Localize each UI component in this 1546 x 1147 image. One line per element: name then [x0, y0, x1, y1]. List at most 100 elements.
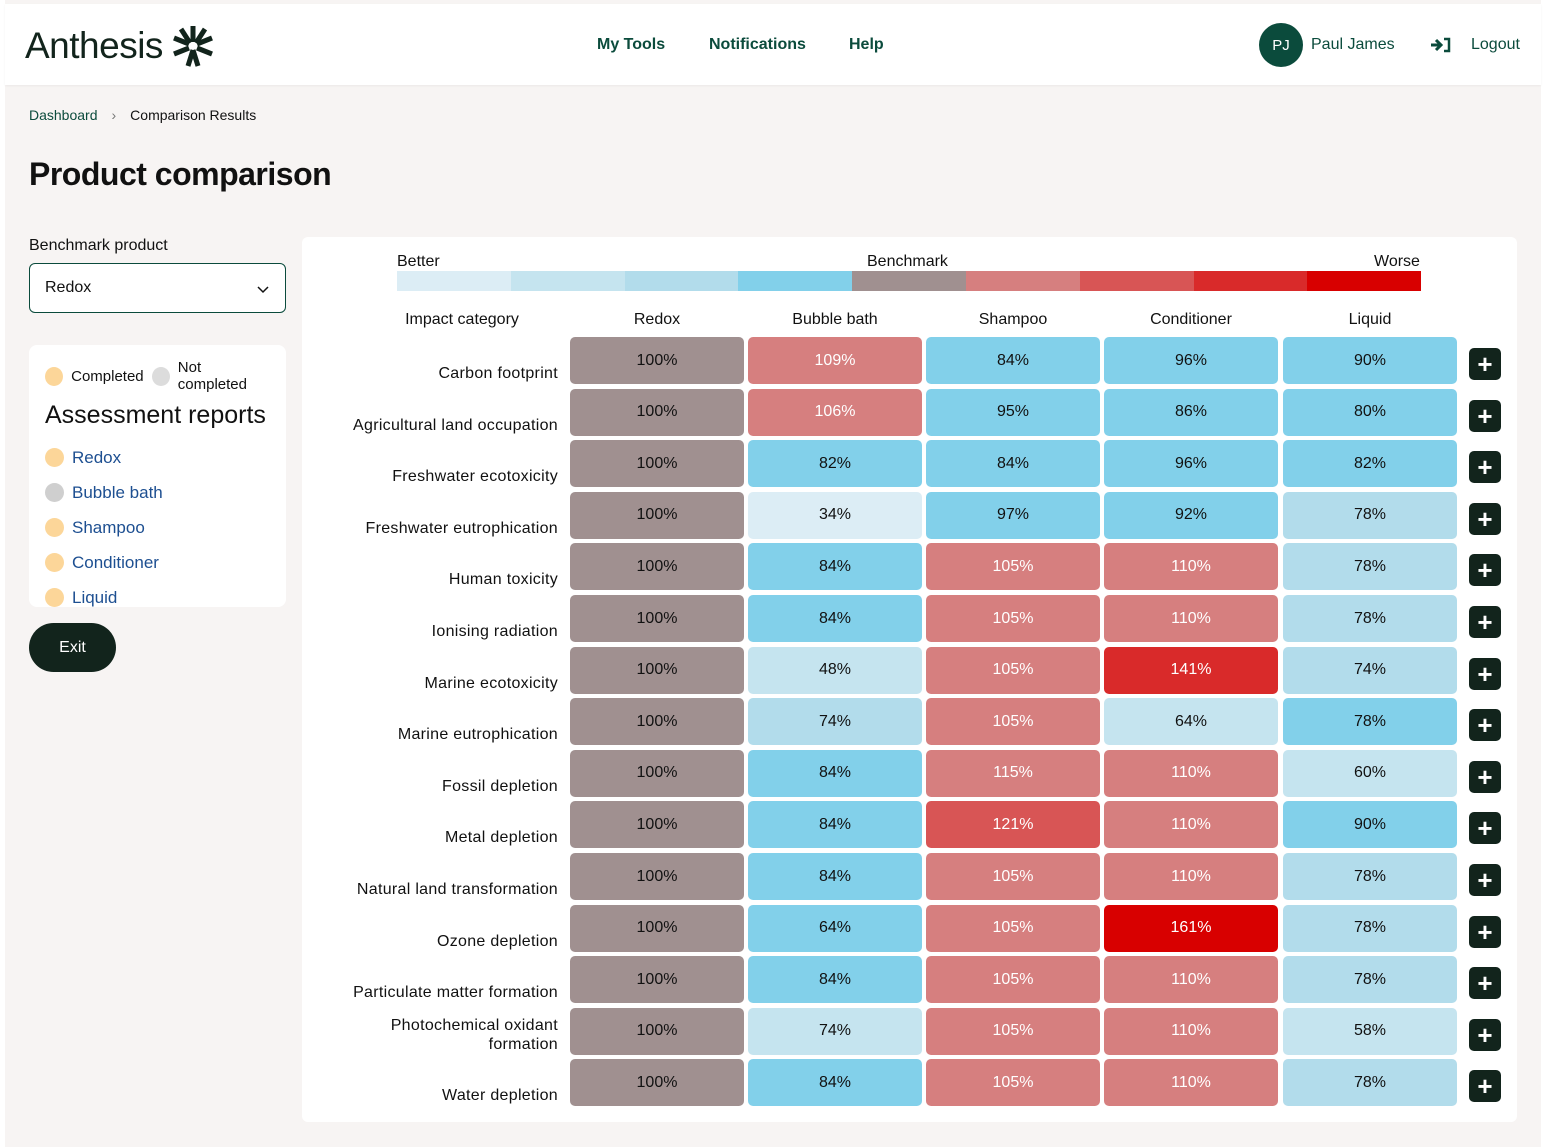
logout-icon[interactable]	[1430, 37, 1452, 53]
comparison-heatmap: Better Benchmark Worse Impact category C…	[302, 237, 1517, 1122]
impact-category-label: Carbon footprint	[438, 365, 558, 382]
exit-button[interactable]: Exit	[29, 623, 116, 672]
status-legend: Completed Not completed	[45, 359, 270, 393]
scale-swatch	[397, 271, 511, 291]
expand-row-button[interactable]: +	[1469, 812, 1501, 845]
heatmap-cell: 84%	[748, 956, 922, 1004]
status-dot-icon	[45, 588, 64, 607]
heatmap-cell: 110%	[1104, 1059, 1278, 1107]
heatmap-cell: 60%	[1283, 749, 1457, 797]
expand-row-button[interactable]: +	[1469, 399, 1501, 432]
heatmap-cell: 100%	[570, 388, 744, 436]
heatmap-cell: 110%	[1104, 853, 1278, 900]
heatmap-cell: 96%	[1104, 337, 1278, 384]
legend-not-completed: Not completed	[177, 359, 247, 393]
plus-icon: +	[1477, 555, 1493, 586]
report-item[interactable]: Bubble bath	[45, 475, 270, 510]
nav-help[interactable]: Help	[849, 36, 884, 53]
table-row: Fossil depletion 100% 84% 115% 110% 60% +	[302, 749, 1517, 798]
plus-icon: +	[1477, 400, 1493, 431]
heatmap-cell: 100%	[570, 595, 744, 642]
heatmap-cell: 84%	[748, 543, 922, 591]
report-link[interactable]: Shampoo	[72, 517, 145, 537]
expand-row-button[interactable]: +	[1469, 502, 1501, 535]
avatar[interactable]: PJ	[1259, 23, 1303, 67]
heatmap-cell: 100%	[570, 1059, 744, 1107]
expand-row-button[interactable]: +	[1469, 709, 1501, 742]
report-item[interactable]: Redox	[45, 440, 270, 475]
status-dot-icon	[45, 518, 64, 537]
expand-row-button[interactable]: +	[1469, 554, 1501, 587]
heatmap-cell: 100%	[570, 646, 744, 694]
impact-category-label: Human toxicity	[448, 571, 558, 589]
impact-category-label: Marine ecotoxicity	[424, 674, 558, 692]
report-link[interactable]: Liquid	[72, 587, 118, 607]
heatmap-cell: 78%	[1283, 543, 1457, 591]
heatmap-cell: 58%	[1283, 1007, 1457, 1055]
nav-my-tools[interactable]: My Tools	[597, 36, 666, 53]
expand-row-button[interactable]: +	[1469, 915, 1501, 948]
expand-row-button[interactable]: +	[1469, 606, 1501, 638]
heatmap-cell: 78%	[1283, 698, 1457, 746]
heatmap-cell: 78%	[1283, 595, 1457, 642]
heatmap-cell: 90%	[1283, 337, 1457, 384]
heatmap-cell: 90%	[1283, 801, 1457, 849]
table-row: Particulate matter formation 100% 84% 105% 1…	[302, 956, 1517, 1004]
plus-icon: +	[1477, 916, 1493, 947]
heatmap-cell: 86%	[1104, 388, 1278, 436]
benchmark-select[interactable]: Redox	[29, 263, 286, 313]
report-item[interactable]: Shampoo	[45, 510, 270, 545]
heatmap-cell: 106%	[748, 388, 922, 436]
report-link[interactable]: Conditioner	[72, 552, 159, 572]
status-dot-icon	[45, 483, 64, 502]
plus-icon: +	[1477, 503, 1493, 534]
impact-category-label: Agricultural land occupation	[353, 416, 558, 434]
heatmap-cell: 34%	[748, 491, 922, 539]
heatmap-cell: 115%	[926, 749, 1100, 797]
report-item[interactable]: Conditioner	[45, 545, 270, 580]
expand-row-button[interactable]: +	[1469, 1070, 1501, 1103]
expand-row-button[interactable]: +	[1469, 348, 1501, 380]
expand-row-button[interactable]: +	[1469, 451, 1501, 484]
plus-icon: +	[1477, 1019, 1493, 1050]
column-header: Liquid	[1348, 311, 1392, 328]
scale-swatch	[510, 271, 625, 291]
heatmap-cell: 110%	[1104, 801, 1278, 849]
scale-swatch	[1193, 271, 1308, 291]
heatmap-cell: 105%	[926, 646, 1100, 694]
expand-row-button[interactable]: +	[1469, 760, 1501, 793]
expand-row-button[interactable]: +	[1469, 1018, 1501, 1051]
color-scale	[397, 271, 1422, 291]
logout-link[interactable]: Logout	[1471, 36, 1520, 53]
expand-row-button[interactable]: +	[1469, 864, 1501, 896]
impact-category-label: Particulate matter formation	[353, 984, 558, 1002]
heatmap-cell: 100%	[570, 956, 744, 1004]
heatmap-cell: 100%	[570, 440, 744, 488]
impact-category-header: Impact category	[405, 311, 519, 328]
heatmap-cell: 105%	[926, 904, 1100, 952]
table-row: Agricultural land occupation 100% 106% 95% 8…	[302, 388, 1517, 437]
heatmap-cell: 100%	[570, 749, 744, 797]
nav-notifications[interactable]: Notifications	[709, 36, 806, 53]
heatmap-cell: 100%	[570, 904, 744, 952]
heatmap-cell: 74%	[748, 1007, 922, 1055]
reports-title: Assessment reports	[45, 401, 266, 429]
assessment-reports-panel: Completed Not completed Assessment repor…	[29, 345, 286, 607]
breadcrumb-dashboard[interactable]: Dashboard	[29, 107, 98, 123]
expand-row-button[interactable]: +	[1469, 657, 1501, 690]
heatmap-cell: 48%	[748, 646, 922, 694]
scale-worse-label: Worse	[1374, 253, 1420, 270]
heatmap-cell: 121%	[926, 801, 1100, 849]
heatmap-cell: 105%	[926, 595, 1100, 642]
anthesis-logo[interactable]: Anthesis	[25, 24, 215, 68]
heatmap-cell: 110%	[1104, 1007, 1278, 1055]
report-link[interactable]: Bubble bath	[72, 482, 163, 502]
impact-category-label: Fossil depletion	[442, 777, 558, 795]
report-link[interactable]: Redox	[72, 447, 122, 467]
page-title: Product comparison	[29, 156, 332, 192]
report-item[interactable]: Liquid	[45, 580, 270, 615]
user-name-link[interactable]: Paul James	[1311, 36, 1395, 53]
expand-row-button[interactable]: +	[1469, 967, 1501, 1000]
brand-name: Anthesis	[25, 25, 163, 66]
plus-icon: +	[1477, 761, 1493, 792]
